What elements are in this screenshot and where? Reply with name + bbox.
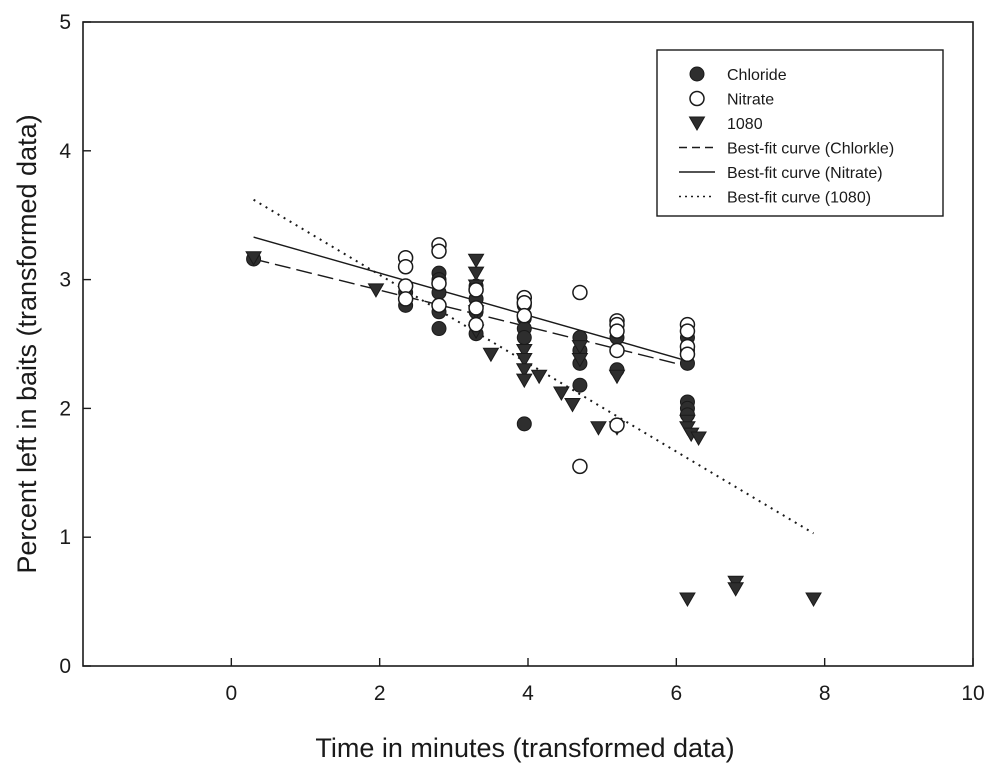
data-point	[679, 346, 696, 363]
data-point	[727, 582, 745, 597]
y-tick-label: 1	[59, 526, 71, 549]
data-point	[515, 373, 533, 389]
legend: Chloride Nitrate 1080 Best-fit curve (Chlor…	[656, 49, 944, 217]
x-tick-label: 10	[961, 682, 984, 705]
data-point	[690, 431, 707, 447]
y-tick-label: 3	[59, 269, 71, 292]
data-point	[516, 416, 532, 432]
data-point	[572, 458, 588, 475]
data-point	[609, 417, 625, 433]
data-point	[590, 421, 607, 436]
best-fit-line	[253, 198, 815, 535]
data-point	[516, 307, 533, 324]
data-point	[431, 275, 447, 292]
y-tick-label: 4	[59, 140, 71, 163]
data-point	[572, 284, 588, 301]
legend-marker	[689, 90, 705, 107]
data-point	[608, 369, 626, 385]
x-tick-label: 6	[670, 682, 682, 705]
data-point	[515, 363, 533, 378]
legend-box	[656, 49, 944, 217]
legend-marker	[689, 66, 705, 82]
data-point	[609, 342, 625, 359]
legend-label: Best-fit curve (Chlorkle)	[727, 141, 894, 158]
data-point	[482, 347, 500, 363]
data-point	[571, 352, 589, 368]
x-axis-title: Time in minutes (transformed data)	[315, 733, 734, 763]
legend-label: Nitrate	[727, 92, 774, 109]
data-point	[553, 386, 570, 401]
data-point	[467, 253, 485, 269]
data-point	[515, 352, 533, 368]
data-point	[397, 278, 414, 294]
data-point	[516, 330, 532, 346]
y-axis: 0 1 2 3 4 5	[59, 11, 91, 678]
legend-label: Best-fit curve (1080)	[727, 190, 871, 207]
data-point	[679, 323, 696, 339]
x-tick-label: 4	[522, 682, 534, 705]
data-point	[245, 251, 262, 266]
legend-label: Best-fit curve (Nitrate)	[727, 165, 883, 182]
data-point	[530, 369, 548, 385]
data-point	[468, 282, 484, 298]
data-point	[609, 323, 625, 339]
y-tick-label: 5	[59, 11, 71, 34]
x-tick-label: 2	[374, 682, 386, 705]
data-point	[571, 340, 589, 355]
data-point	[431, 321, 447, 337]
y-tick-label: 0	[59, 655, 71, 678]
legend-label: 1080	[727, 116, 763, 133]
data-point	[431, 243, 447, 260]
x-tick-label: 8	[819, 682, 831, 705]
data-point	[679, 592, 696, 608]
data-point	[397, 258, 414, 275]
legend-marker	[688, 116, 706, 132]
data-point	[431, 297, 447, 314]
data-point	[467, 266, 485, 282]
data-point	[805, 592, 822, 608]
data-point	[468, 300, 484, 316]
x-tick-label: 0	[225, 682, 237, 705]
data-point	[515, 343, 533, 359]
y-axis-title: Percent left in baits (transformed data)	[12, 114, 42, 573]
data-point	[516, 295, 533, 311]
data-point	[564, 398, 581, 413]
x-axis: 0 2 4 6 8 10	[225, 658, 985, 705]
data-point	[397, 291, 414, 307]
data-point	[572, 377, 588, 393]
best-fit-lines	[253, 198, 815, 535]
y-tick-label: 2	[59, 397, 71, 420]
legend-label: Chloride	[727, 67, 787, 84]
data-point	[367, 283, 385, 298]
data-markers	[245, 237, 822, 608]
data-point	[468, 316, 484, 333]
